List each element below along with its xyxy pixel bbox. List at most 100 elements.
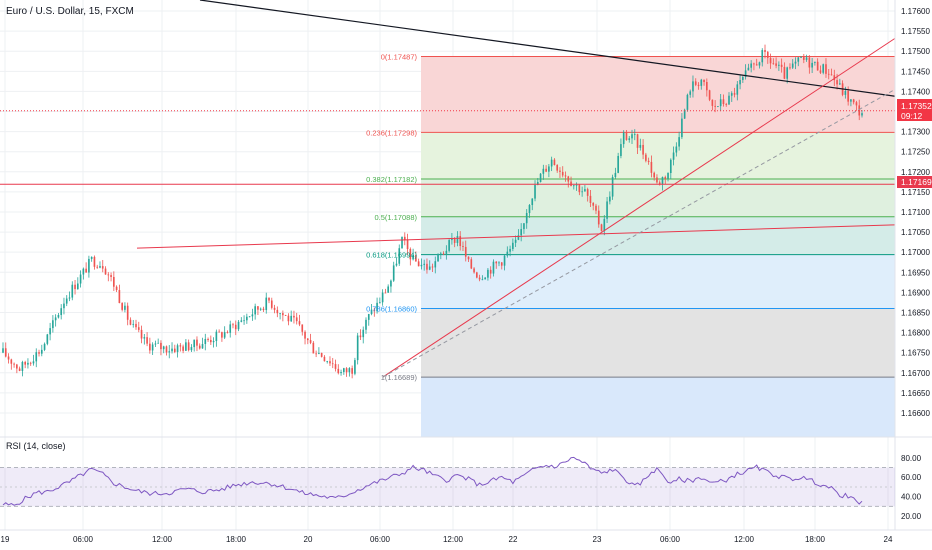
candle-body — [797, 57, 800, 62]
candle-body — [589, 195, 592, 203]
candle-body — [437, 254, 439, 262]
candle-body — [420, 264, 423, 267]
candle-body — [63, 303, 65, 309]
candle-body — [215, 331, 218, 341]
candle-body — [509, 248, 511, 252]
time-tick-label: 20 — [304, 535, 313, 544]
rsi-axis[interactable]: 80.00 60.00 40.00 20.00 — [901, 454, 922, 521]
candle-body — [21, 361, 24, 371]
candle-body — [7, 356, 10, 360]
candle-body — [442, 253, 445, 255]
time-tick-label: 19 — [1, 535, 10, 544]
candle-body — [730, 93, 733, 96]
candle-body — [434, 261, 437, 268]
candle-body — [13, 363, 15, 365]
candle-body — [575, 184, 578, 186]
candle-body — [694, 81, 697, 85]
candle-body — [426, 263, 428, 270]
candle-body — [675, 146, 678, 153]
fib-labels: 0(1.17487) 0.236(1.17298) 0.382(1.17182) 0.… — [366, 52, 417, 382]
candle-body — [168, 351, 171, 353]
price-tick-label: 1.17600 — [901, 7, 930, 16]
candle-body — [669, 159, 672, 174]
rsi-tick-label: 40.00 — [901, 493, 922, 502]
trend-drawings[interactable] — [0, 0, 896, 378]
rsi-tick-label: 80.00 — [901, 454, 922, 463]
candle-body — [74, 284, 76, 290]
candle-body — [137, 327, 140, 330]
candle-body — [38, 352, 40, 354]
candle-body — [4, 348, 7, 357]
candle-body — [115, 286, 118, 291]
candle-body — [786, 67, 789, 79]
candle-body — [259, 308, 262, 310]
candle-body — [204, 338, 207, 345]
candle-body — [467, 256, 470, 260]
candle-body — [82, 268, 85, 275]
time-axis[interactable]: 19 06:00 12:00 18:00 20 06:00 12:00 22 23 06:00 12… — [1, 535, 893, 544]
candle-body — [320, 352, 323, 357]
candle-body — [811, 62, 813, 68]
candle-body — [390, 280, 392, 287]
price-pane[interactable]: 0(1.17487) 0.236(1.17298) 0.382(1.17182) 0.… — [0, 0, 896, 530]
candle-body — [362, 329, 365, 338]
price-tick-label: 1.17200 — [901, 168, 930, 177]
candle-body — [780, 64, 783, 67]
candle-body — [248, 316, 251, 318]
price-tick-label: 1.16900 — [901, 288, 930, 297]
candle-body — [705, 82, 708, 91]
candle-body — [534, 184, 536, 199]
candle-body — [262, 308, 265, 311]
price-tick-label: 1.17050 — [901, 228, 930, 237]
price-axis[interactable]: 1.17600 1.17550 1.17500 1.17450 1.17400 1.173… — [894, 0, 930, 530]
candles — [2, 44, 863, 379]
candle-body — [345, 368, 348, 373]
candle-body — [783, 66, 786, 79]
candle-body — [140, 329, 143, 339]
fib-retracement[interactable] — [421, 55, 895, 437]
candle-body — [135, 323, 137, 328]
candle-body — [609, 196, 611, 202]
candle-body — [146, 337, 148, 344]
candle-body — [90, 256, 93, 259]
candle-body — [445, 250, 448, 254]
candle-body — [772, 63, 775, 65]
price-tick-label: 1.17150 — [901, 188, 930, 197]
candle-body — [498, 262, 500, 264]
candle-body — [814, 61, 816, 63]
candle-body — [370, 309, 373, 315]
trend-line-red-flat[interactable] — [136, 224, 896, 249]
candle-body — [54, 317, 57, 321]
candle-body — [714, 105, 716, 107]
candle-body — [581, 191, 583, 193]
trend-line-red-up[interactable] — [382, 37, 896, 378]
candle-body — [35, 352, 38, 362]
current-price-badge: 1.17352 09:12 — [897, 99, 932, 121]
candle-body — [620, 144, 622, 156]
candle-body — [636, 134, 639, 148]
candle-body — [592, 202, 595, 206]
candle-body — [653, 172, 656, 178]
candle-body — [584, 189, 586, 192]
candle-body — [755, 64, 758, 66]
candle-body — [265, 297, 268, 311]
candle-body — [453, 238, 456, 243]
candle-body — [65, 298, 68, 304]
candle-body — [487, 269, 489, 278]
candle-body — [251, 314, 254, 317]
time-tick-label: 18:00 — [226, 535, 247, 544]
candle-body — [470, 259, 473, 269]
candle-body — [24, 361, 26, 365]
rsi-pane[interactable]: RSI (14, close) — [0, 441, 895, 507]
rsi-tick-label: 60.00 — [901, 473, 922, 482]
candle-body — [85, 268, 87, 273]
candle-body — [93, 256, 96, 267]
candle-body — [57, 315, 60, 318]
candle-body — [550, 159, 553, 167]
trend-line-black[interactable] — [199, 0, 896, 97]
candle-body — [406, 239, 409, 249]
candle-body — [708, 90, 711, 100]
candle-body — [306, 338, 309, 341]
candle-body — [839, 83, 841, 85]
